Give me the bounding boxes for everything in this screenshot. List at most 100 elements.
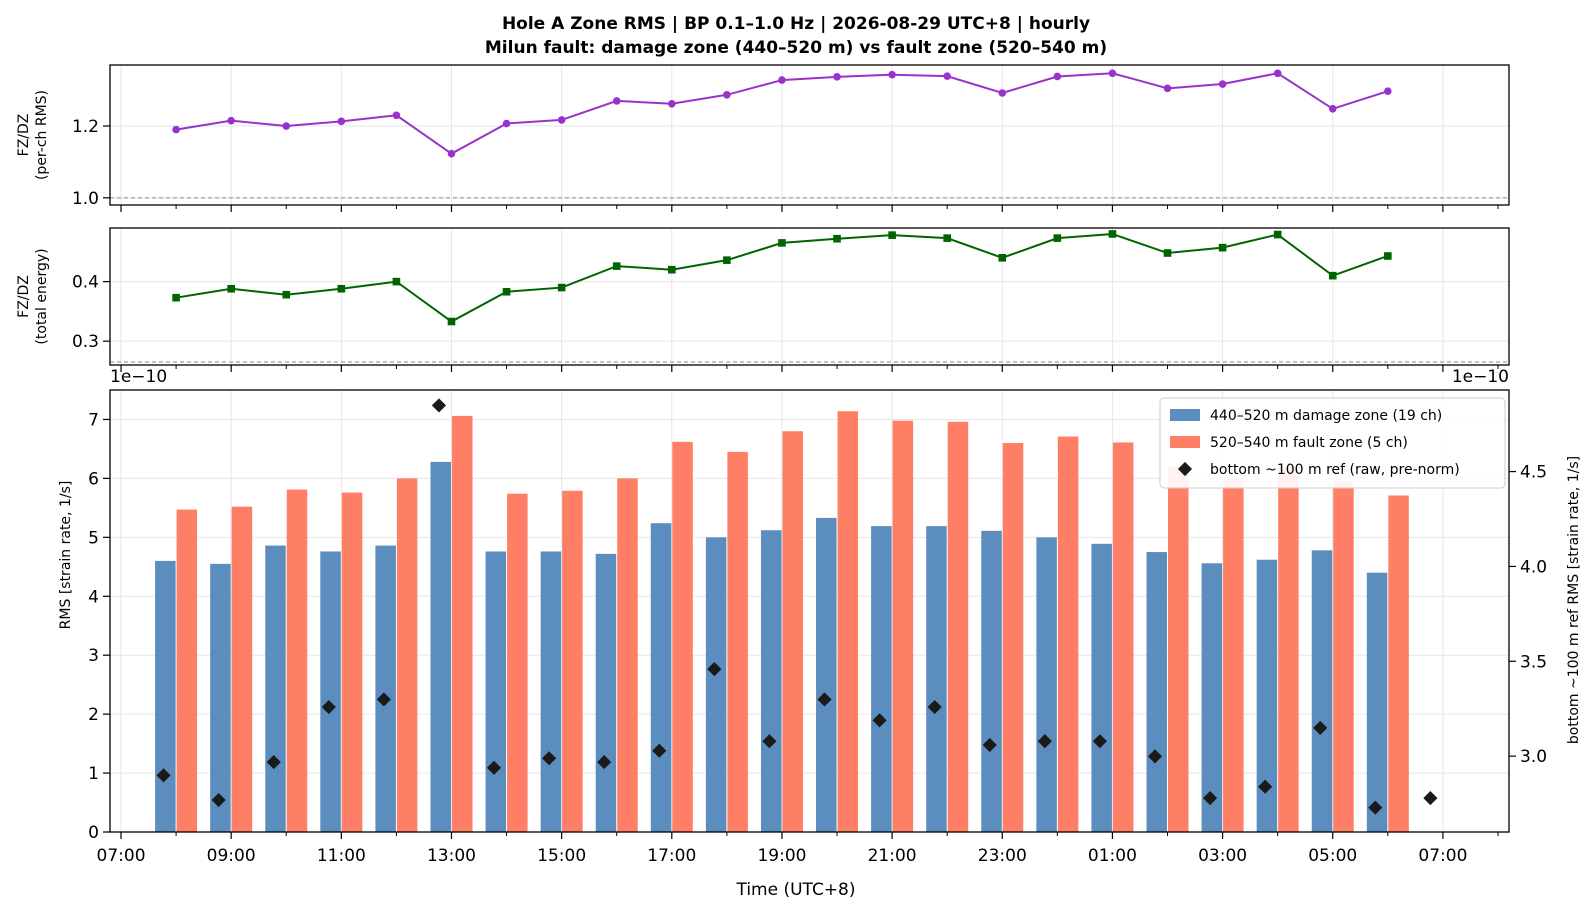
ref-rms-marker xyxy=(1202,791,1218,806)
y-tick-label: 5 xyxy=(88,528,99,548)
ref-rms-marker xyxy=(817,692,832,707)
damage-zone-bar xyxy=(485,551,507,832)
data-point xyxy=(1163,249,1172,257)
data-point xyxy=(227,116,235,125)
fault-zone-bar xyxy=(837,411,859,832)
data-point xyxy=(1108,230,1117,238)
damage-zone-bar xyxy=(650,523,672,832)
fault-zone-bar xyxy=(1057,436,1079,832)
fault-zone-bar xyxy=(1223,478,1244,832)
y-axis-label-left: RMS [strain rate, 1/s] xyxy=(58,481,74,630)
data-point xyxy=(888,231,896,239)
x-tick-label: 15:00 xyxy=(537,846,586,866)
ref-rms-marker xyxy=(707,662,722,677)
y-axis-label: FZ/DZ xyxy=(16,275,32,318)
damage-zone-bar xyxy=(1311,550,1333,832)
y-tick-label: 6 xyxy=(88,469,99,489)
damage-zone-bar xyxy=(705,537,727,832)
zone-rms-bar-panel: 1e−10 1e−10 RMS [strain rate, 1/s] botto… xyxy=(58,367,1582,900)
data-point xyxy=(502,287,511,296)
y-tick-label: 1.0 xyxy=(72,189,99,209)
ref-rms-marker xyxy=(431,398,447,413)
ref-rms-marker xyxy=(542,751,557,766)
ref-rms-marker xyxy=(1423,791,1438,806)
legend-swatch xyxy=(1177,461,1193,477)
data-point xyxy=(1218,80,1227,88)
legend-swatch xyxy=(1170,436,1200,448)
fault-zone-bar xyxy=(617,478,638,832)
data-point xyxy=(1218,243,1227,252)
data-point xyxy=(723,90,731,99)
data-point xyxy=(612,262,621,270)
data-point xyxy=(227,284,235,293)
fault-zone-bar xyxy=(1278,466,1299,832)
fault-zone-bar xyxy=(562,490,583,832)
ref-rms-marker xyxy=(872,713,887,728)
data-point xyxy=(1273,230,1282,239)
x-tick-label: 07:00 xyxy=(1418,846,1467,866)
damage-zone-bar xyxy=(981,530,1002,832)
x-tick-label: 19:00 xyxy=(757,846,806,866)
data-point xyxy=(612,97,621,105)
y-axis-label-sub: (total energy) xyxy=(34,248,50,344)
fault-zone-bar xyxy=(1002,443,1024,832)
fault-zone-bar xyxy=(672,441,693,832)
data-point xyxy=(833,234,841,243)
ref-rms-marker xyxy=(982,737,997,753)
data-point xyxy=(337,117,346,126)
ref-rms-marker xyxy=(486,760,502,775)
damage-zone-bar xyxy=(1366,572,1388,832)
axes-frame xyxy=(109,389,1510,833)
x-tick-label: 03:00 xyxy=(1198,846,1247,866)
data-point xyxy=(172,293,180,302)
fault-zone-bar xyxy=(286,489,308,832)
data-point xyxy=(998,89,1007,97)
data-point xyxy=(943,234,951,242)
ref-rms-marker xyxy=(1368,800,1383,815)
ref-rms-marker xyxy=(1313,720,1328,735)
x-tick-label: 05:00 xyxy=(1308,846,1357,866)
y-tick-label: 0.3 xyxy=(72,332,99,352)
fault-zone-bar xyxy=(1333,481,1354,832)
damage-zone-bar xyxy=(375,545,396,832)
ref-rms-marker xyxy=(376,692,391,707)
data-point xyxy=(943,72,951,80)
x-tick-label: 23:00 xyxy=(978,846,1027,866)
data-point xyxy=(1328,271,1337,280)
y-tick-label: 4 xyxy=(88,587,99,607)
chart-title-line1: Hole A Zone RMS | BP 0.1–1.0 Hz | 2026-0… xyxy=(502,14,1090,34)
ref-rms-marker xyxy=(652,743,667,758)
x-tick-label: 07:00 xyxy=(97,846,146,866)
x-tick-label: 09:00 xyxy=(207,846,256,866)
data-point xyxy=(1053,72,1062,81)
y-tick-label: 1.2 xyxy=(72,117,99,137)
data-point xyxy=(668,99,676,108)
data-point xyxy=(557,283,566,292)
y-axis-label: FZ/DZ xyxy=(16,114,32,157)
y-tick-label: 0 xyxy=(88,823,99,843)
damage-zone-bar xyxy=(871,526,892,832)
y-tick-label: 7 xyxy=(88,410,99,430)
damage-zone-bar xyxy=(155,560,176,832)
fault-zone-bar xyxy=(176,509,198,832)
y-axis-label-right: bottom ~100 m ref RMS [strain rate, 1/s] xyxy=(1566,456,1582,744)
data-point xyxy=(337,284,346,293)
legend: 440–520 m damage zone (19 ch) 520–540 m f… xyxy=(1159,397,1506,489)
damage-zone-bar xyxy=(595,553,617,832)
data-point xyxy=(723,256,731,264)
data-point xyxy=(447,149,456,158)
x-tick-label: 01:00 xyxy=(1088,846,1137,866)
damage-zone-bar xyxy=(320,551,341,832)
damage-zone-bar xyxy=(1091,543,1112,832)
data-point xyxy=(1384,252,1392,260)
fault-zone-bar xyxy=(451,415,473,832)
ref-rms-marker xyxy=(321,699,336,715)
ref-rms-marker xyxy=(1092,734,1107,749)
fault-zone-bar xyxy=(231,506,253,832)
damage-zone-bar xyxy=(265,545,286,832)
fault-zone-bar xyxy=(727,451,748,832)
fault-zone-bar xyxy=(1112,442,1134,832)
data-point xyxy=(172,125,180,134)
damage-zone-bar xyxy=(1256,559,1278,832)
data-point xyxy=(998,253,1007,262)
